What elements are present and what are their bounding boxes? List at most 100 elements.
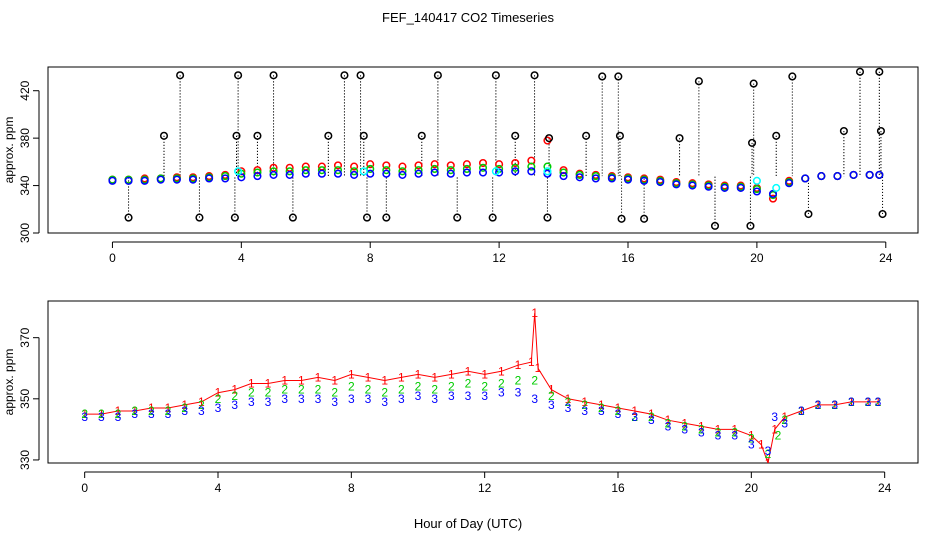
level-1-point <box>430 160 439 169</box>
level-1-point: 1 <box>665 413 672 427</box>
y-axis-label: approx. ppm <box>2 349 16 416</box>
level-3-point <box>607 174 616 183</box>
level-2-point: 2 <box>698 422 705 436</box>
level-3-point: 3 <box>298 392 305 406</box>
level-1-point: 1 <box>648 407 655 421</box>
calibration-point <box>359 167 368 176</box>
raw-spikes-point <box>288 213 297 222</box>
raw-spikes-point <box>530 71 539 80</box>
level-2-point: 2 <box>381 386 388 400</box>
raw-spikes-point <box>788 72 797 81</box>
plot-frame <box>47 66 919 234</box>
level-3-point <box>623 175 633 184</box>
x-tick-label: 0 <box>81 481 88 495</box>
level-1-point <box>446 161 455 170</box>
level-2-point: 2 <box>798 404 805 418</box>
level-1-point: 1 <box>528 355 535 369</box>
level-2-point <box>285 167 294 176</box>
level-2-point <box>430 164 439 174</box>
level-1-point: 1 <box>815 398 822 412</box>
level-3-point: 3 <box>448 389 455 403</box>
level-3-point: 3 <box>398 392 405 406</box>
level-3-point: 3 <box>181 404 188 418</box>
level-1-point: 1 <box>365 370 372 384</box>
level-3-point <box>188 175 198 184</box>
level-1-point: 1 <box>598 398 605 412</box>
level-1-point: 1 <box>115 404 122 418</box>
level-3-point <box>333 169 343 178</box>
level-2-point: 2 <box>498 377 505 391</box>
level-3-point <box>140 176 149 185</box>
level-2-point: 2 <box>315 383 322 397</box>
level-3-point: 3 <box>281 392 288 406</box>
level-2-point <box>559 168 568 177</box>
level-2-point: 2 <box>748 432 755 446</box>
level-1-point: 1 <box>165 401 172 415</box>
y-axis-label: approx. ppm <box>2 117 16 184</box>
level-1-point: 1 <box>481 367 488 381</box>
level-3-point: 3 <box>581 404 588 418</box>
x-tick-label: 4 <box>215 481 222 495</box>
level-3-point <box>156 175 165 184</box>
raw-spikes-point <box>195 213 204 222</box>
level-3-point <box>575 173 584 182</box>
level-3-point <box>736 183 745 192</box>
level-1-point: 1 <box>865 395 872 409</box>
level-3-point: 3 <box>781 416 788 430</box>
raw-spikes-point <box>710 221 720 230</box>
level-3-point <box>591 174 600 183</box>
level-3-point: 3 <box>615 407 622 421</box>
raw-spikes-point <box>614 72 623 81</box>
level-3-point: 3 <box>765 444 772 458</box>
level-1-point: 1 <box>781 410 788 424</box>
raw-spikes-point <box>511 131 520 140</box>
raw-spikes-point <box>159 131 169 140</box>
x-tick-label: 12 <box>492 251 506 265</box>
level-3-point: 3 <box>715 428 722 442</box>
raw-spikes-point <box>124 213 133 222</box>
level-2-point: 2 <box>181 401 188 415</box>
raw-spikes-point <box>749 79 758 88</box>
level-3-point <box>785 179 794 188</box>
level-3-point <box>269 170 278 179</box>
level-2-point: 2 <box>448 380 455 394</box>
level-2-point: 2 <box>131 404 138 418</box>
level-1-point <box>478 158 488 168</box>
raw-spikes-point <box>253 131 262 140</box>
x-tick-label: 20 <box>745 481 759 495</box>
level-3-point <box>366 169 375 178</box>
level-2-point <box>527 162 536 171</box>
calibration-point <box>234 167 243 176</box>
level-1-point <box>333 161 343 170</box>
level-2-point: 2 <box>481 380 488 394</box>
level-3-point <box>462 168 471 177</box>
y-tick-label: 420 <box>18 80 32 100</box>
level-3-point <box>446 169 455 178</box>
level-3-point: 3 <box>548 398 555 412</box>
level-2-point: 2 <box>565 395 572 409</box>
level-1-point: 1 <box>848 395 855 409</box>
level-1-point: 1 <box>465 364 472 378</box>
level-1-point: 1 <box>615 401 622 415</box>
level-3-point <box>253 172 262 181</box>
raw-spikes-point <box>269 71 278 80</box>
level-1-point: 1 <box>515 358 522 372</box>
level-3-point: 3 <box>115 410 122 424</box>
level-2-point <box>414 166 423 175</box>
level-3-point <box>430 168 439 177</box>
x-axis-label: Hour of Day (UTC) <box>414 516 522 531</box>
calibration-point <box>752 176 761 185</box>
level-3-point <box>720 183 729 192</box>
level-2-point: 2 <box>875 395 882 409</box>
level-3-point <box>875 170 884 179</box>
figure-title: FEF_140417 CO2 Timeseries <box>382 10 554 25</box>
raw-spikes-point <box>875 67 884 76</box>
level-2-point: 2 <box>581 398 588 412</box>
level-3-point <box>172 175 181 184</box>
level-2-point: 2 <box>265 386 272 400</box>
level-2-point: 2 <box>198 398 205 412</box>
level-2-point <box>446 166 455 175</box>
level-1-point: 1 <box>381 373 388 387</box>
level-2-point <box>462 164 471 174</box>
